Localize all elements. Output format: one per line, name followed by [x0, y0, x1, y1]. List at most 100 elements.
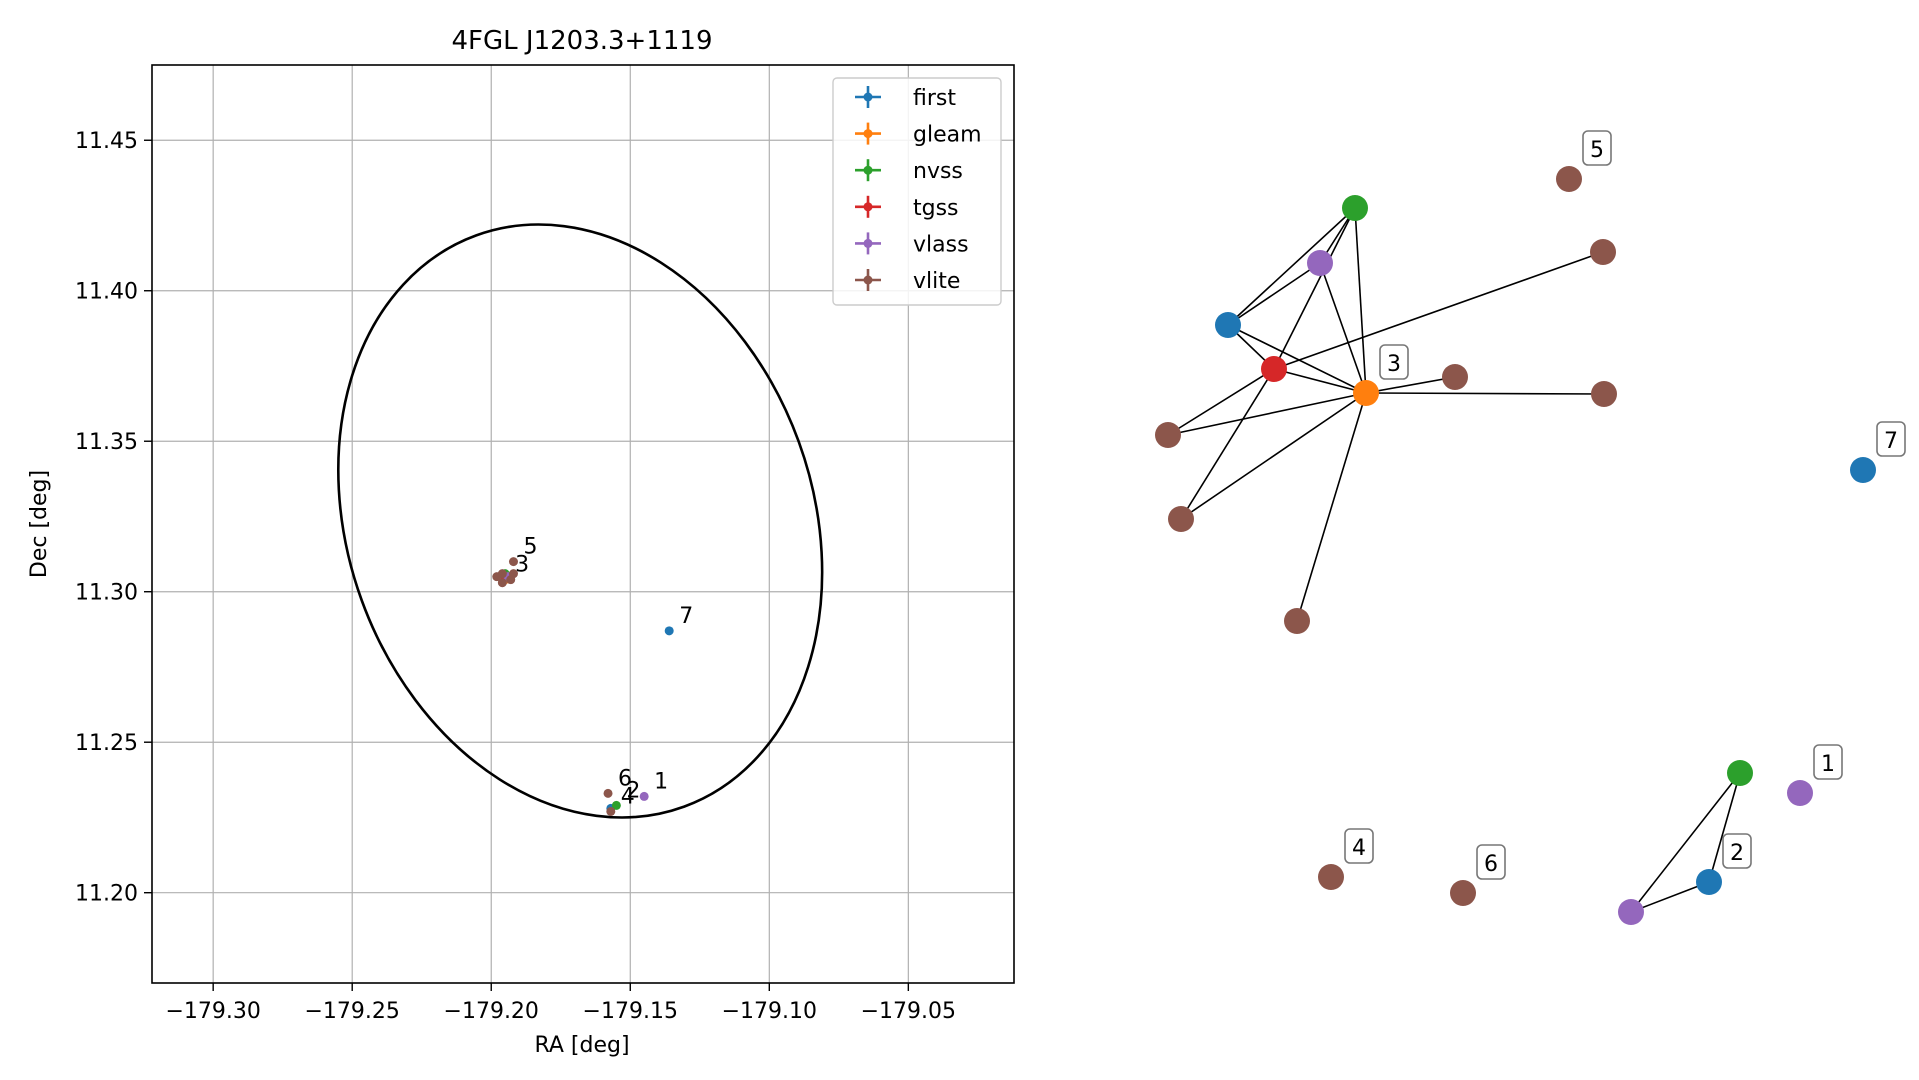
- network-node-vlass: [1618, 899, 1644, 925]
- network-node-vlite: [1591, 381, 1617, 407]
- network-node-vlite: [1155, 422, 1181, 448]
- legend: first gleam nvss tgss vlass vlite: [832, 77, 1002, 306]
- legend-marker: [863, 238, 873, 248]
- point-vlite: [603, 788, 613, 798]
- network-node-tgss: [1261, 356, 1287, 382]
- node-label: 3: [1387, 352, 1401, 377]
- network-node-vlass: [1307, 250, 1333, 276]
- y-axis-label: Dec [deg]: [27, 470, 52, 578]
- network-nodes: [1155, 166, 1876, 925]
- network-node-nvss: [1727, 760, 1753, 786]
- legend-marker: [863, 129, 873, 139]
- legend-label: nvss: [913, 159, 963, 184]
- y-tick-label: 11.25: [75, 731, 138, 756]
- network-node-vlass: [1787, 780, 1813, 806]
- network-node-nvss: [1342, 195, 1368, 221]
- legend-entry-vlass: vlass: [855, 232, 969, 257]
- network-edge: [1319, 262, 1367, 394]
- y-tick-label: 11.40: [75, 280, 138, 305]
- point-annotation: 7: [679, 604, 693, 629]
- legend-marker: [863, 275, 873, 285]
- network-edge: [1630, 881, 1710, 913]
- node-label: 2: [1730, 841, 1744, 866]
- y-tick-label: 11.20: [75, 882, 138, 907]
- network-edge: [1630, 772, 1741, 913]
- y-tick-label: 11.35: [75, 430, 138, 455]
- x-axis-label: RA [deg]: [534, 1033, 629, 1058]
- network-edge: [1167, 392, 1367, 436]
- network-node-vlite: [1450, 880, 1476, 906]
- point-annotation: 6: [618, 766, 632, 791]
- point-annotation: 1: [654, 769, 668, 794]
- node-label: 4: [1352, 836, 1366, 861]
- legend-label: gleam: [913, 123, 982, 148]
- legend-entry-nvss: nvss: [855, 159, 963, 184]
- network-edge: [1365, 376, 1456, 394]
- network-edge: [1296, 392, 1367, 622]
- point-annotation: 2: [626, 778, 640, 803]
- point-vlite: [492, 572, 502, 582]
- legend-marker: [863, 165, 873, 175]
- point-vlite: [508, 557, 518, 567]
- network-edge: [1180, 368, 1275, 520]
- x-tick-label: −179.05: [861, 999, 956, 1024]
- network-edge: [1167, 368, 1275, 436]
- network-node-vlite: [1284, 608, 1310, 634]
- network-node-vlite: [1590, 239, 1616, 265]
- legend-label: first: [913, 86, 956, 111]
- node-label: 7: [1884, 429, 1898, 454]
- legend-label: vlass: [913, 232, 969, 257]
- network-edge: [1227, 324, 1367, 394]
- legend-entry-first: first: [855, 86, 956, 111]
- point-vlite: [497, 578, 507, 588]
- x-tick-label: −179.30: [165, 999, 260, 1024]
- node-label-box: [1876, 421, 1906, 457]
- network-labels: 3 5 7 1 2 4 6: [1344, 130, 1906, 880]
- x-axis-ticks: −179.30 −179.25 −179.20 −179.15 −179.10 −179.…: [165, 983, 956, 1024]
- network-node-vlite: [1318, 864, 1344, 890]
- node-label-box: [1722, 833, 1752, 869]
- point-vlass: [639, 791, 649, 801]
- network-node-gleam: [1353, 380, 1379, 406]
- network-node-vlite: [1442, 364, 1468, 390]
- node-label-box: [1379, 344, 1409, 380]
- legend-label: vlite: [913, 269, 960, 294]
- x-tick-label: −179.25: [304, 999, 399, 1024]
- node-label-box: [1344, 828, 1374, 864]
- network-node-first: [1850, 457, 1876, 483]
- plot-frame: [151, 64, 1015, 984]
- network-edges: [1167, 207, 1741, 913]
- network-node-first: [1696, 869, 1722, 895]
- network-edge: [1273, 207, 1356, 370]
- network-node-vlite: [1168, 506, 1194, 532]
- network-edge: [1227, 262, 1321, 326]
- legend-entry-vlite: vlite: [855, 269, 960, 294]
- network-edge: [1273, 251, 1604, 370]
- point-first: [664, 626, 674, 636]
- point-annotations: 12 3 4 5 6 7: [515, 535, 693, 810]
- network-panel: 3 5 7 1 2 4 6: [1155, 130, 1906, 925]
- y-tick-label: 11.45: [75, 129, 138, 154]
- network-edge: [1354, 207, 1367, 394]
- x-tick-label: −179.15: [583, 999, 678, 1024]
- legend-entry-gleam: gleam: [855, 122, 982, 148]
- legend-entry-tgss: tgss: [855, 195, 959, 221]
- network-edge: [1180, 392, 1367, 520]
- node-label-box: [1582, 130, 1612, 166]
- error-ellipse: [337, 223, 824, 819]
- point-annotation: 5: [523, 535, 537, 560]
- point-vlite: [506, 575, 516, 585]
- point-annotation: 4: [621, 784, 635, 809]
- point-annotation: 3: [515, 553, 529, 578]
- network-edge: [1365, 392, 1605, 395]
- network-node-first: [1215, 312, 1241, 338]
- node-label: 6: [1484, 852, 1498, 877]
- scatter-panel: 4FGL J1203.3+1119 12 3 4 5 6 7 −179.30 −179.25…: [27, 26, 1015, 1058]
- legend-marker: [863, 92, 873, 102]
- network-edge: [1708, 772, 1741, 883]
- x-tick-label: −179.10: [722, 999, 817, 1024]
- network-edge: [1227, 207, 1356, 326]
- x-tick-label: −179.20: [444, 999, 539, 1024]
- node-label-box: [1813, 744, 1843, 780]
